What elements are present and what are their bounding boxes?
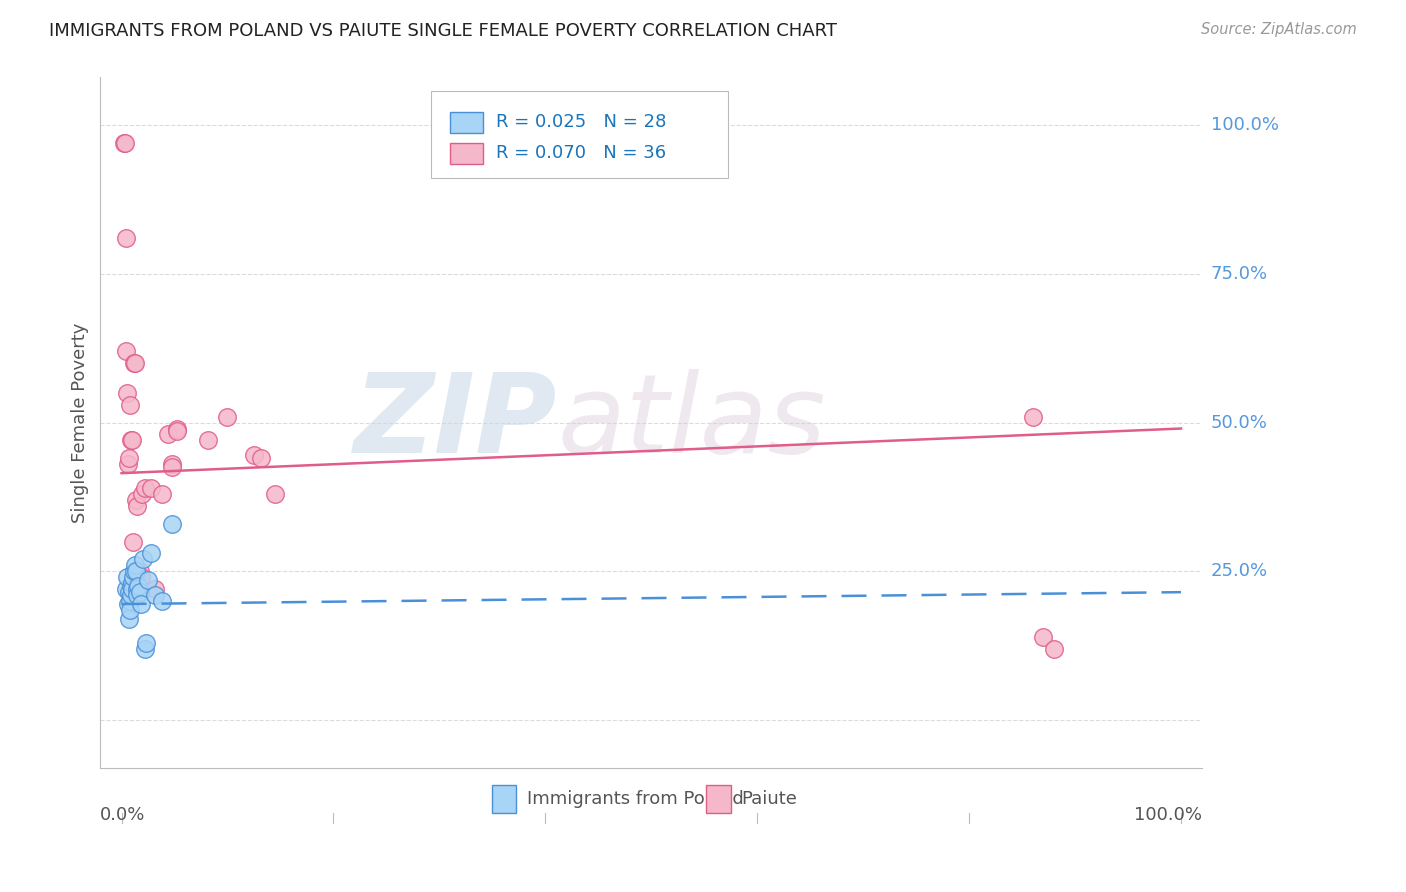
Point	[132, 552, 155, 566]
Point	[1032, 630, 1054, 644]
Text: Immigrants from Poland: Immigrants from Poland	[527, 789, 744, 808]
FancyBboxPatch shape	[450, 112, 482, 133]
Point	[131, 487, 153, 501]
Point	[1021, 409, 1043, 424]
Point	[121, 576, 143, 591]
Point	[125, 565, 148, 579]
Point	[124, 558, 146, 573]
Point	[120, 579, 142, 593]
Point	[118, 612, 141, 626]
Text: 75.0%: 75.0%	[1211, 265, 1268, 283]
Point	[122, 534, 145, 549]
Point	[162, 460, 184, 475]
Point	[197, 434, 219, 448]
Point	[134, 481, 156, 495]
Point	[117, 457, 139, 471]
Point	[135, 636, 157, 650]
Point	[125, 492, 148, 507]
Point	[129, 597, 152, 611]
Text: R = 0.025   N = 28: R = 0.025 N = 28	[496, 113, 666, 131]
Point	[136, 574, 159, 588]
Point	[114, 582, 136, 597]
Text: 100.0%: 100.0%	[1135, 805, 1202, 823]
Point	[115, 385, 138, 400]
FancyBboxPatch shape	[430, 91, 728, 178]
Point	[129, 570, 152, 584]
Point	[121, 434, 143, 448]
Point	[114, 136, 136, 150]
Point	[128, 585, 150, 599]
Point	[115, 570, 138, 584]
Point	[118, 594, 141, 608]
Point	[134, 641, 156, 656]
Point	[122, 570, 145, 584]
Point	[162, 516, 184, 531]
Text: 100.0%: 100.0%	[1211, 116, 1278, 134]
Point	[141, 546, 163, 560]
Point	[120, 434, 142, 448]
Text: Source: ZipAtlas.com: Source: ZipAtlas.com	[1201, 22, 1357, 37]
Text: 25.0%: 25.0%	[1211, 562, 1268, 581]
Text: Paiute: Paiute	[741, 789, 797, 808]
Text: ZIP: ZIP	[354, 369, 558, 476]
Point	[150, 594, 173, 608]
Point	[141, 481, 163, 495]
FancyBboxPatch shape	[706, 785, 731, 813]
Point	[264, 487, 287, 501]
Point	[120, 588, 142, 602]
Point	[112, 136, 135, 150]
Point	[118, 585, 141, 599]
Point	[124, 356, 146, 370]
Point	[157, 427, 180, 442]
Point	[122, 356, 145, 370]
Text: 50.0%: 50.0%	[1211, 414, 1267, 432]
Point	[150, 487, 173, 501]
Point	[166, 421, 188, 435]
Point	[128, 565, 150, 579]
Point	[162, 457, 184, 471]
Y-axis label: Single Female Poverty: Single Female Poverty	[72, 322, 89, 523]
Point	[128, 579, 150, 593]
Point	[127, 499, 149, 513]
Point	[145, 588, 167, 602]
Text: R = 0.070   N = 36: R = 0.070 N = 36	[496, 145, 666, 162]
Point	[243, 448, 266, 462]
Point	[166, 425, 188, 439]
Text: 0.0%: 0.0%	[100, 805, 146, 823]
Point	[117, 597, 139, 611]
Point	[250, 451, 273, 466]
Point	[145, 582, 167, 597]
Point	[122, 565, 145, 579]
Text: atlas: atlas	[558, 369, 827, 476]
Point	[114, 231, 136, 245]
Point	[118, 451, 141, 466]
Point	[127, 582, 149, 597]
Text: IMMIGRANTS FROM POLAND VS PAIUTE SINGLE FEMALE POVERTY CORRELATION CHART: IMMIGRANTS FROM POLAND VS PAIUTE SINGLE …	[49, 22, 837, 40]
Point	[127, 588, 149, 602]
Point	[118, 398, 141, 412]
Point	[217, 409, 239, 424]
FancyBboxPatch shape	[492, 785, 516, 813]
Point	[114, 344, 136, 359]
Point	[128, 582, 150, 597]
FancyBboxPatch shape	[450, 143, 482, 164]
Point	[121, 582, 143, 597]
Point	[1043, 641, 1066, 656]
Point	[118, 603, 141, 617]
